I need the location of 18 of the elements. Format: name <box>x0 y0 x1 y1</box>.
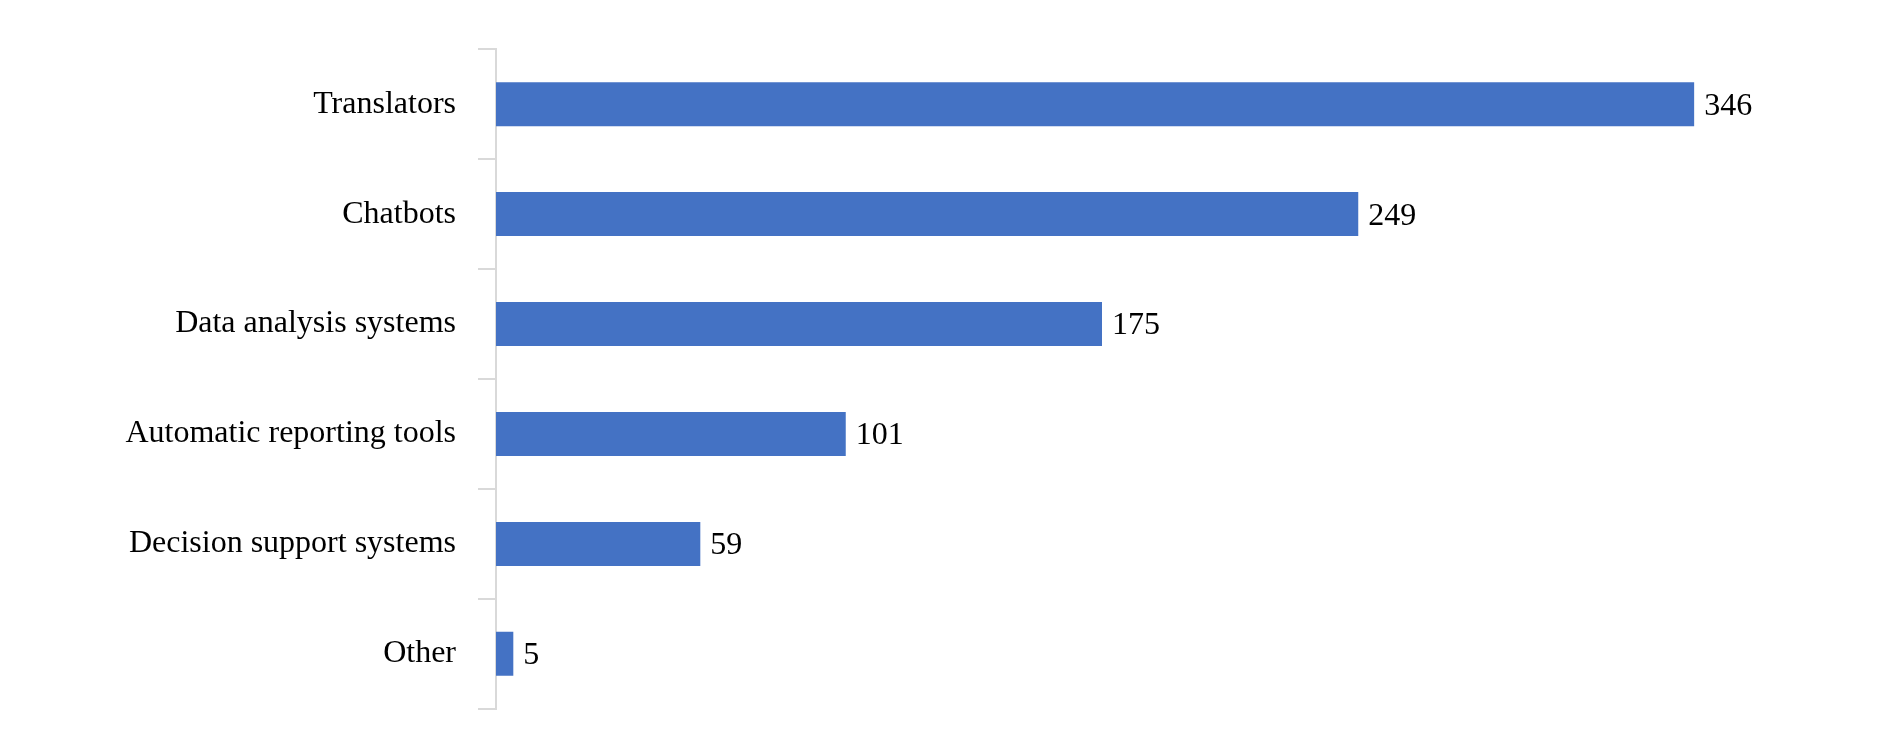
data-label: 249 <box>1368 195 1417 232</box>
y-tick-label: Other <box>383 633 457 670</box>
data-label: 175 <box>1112 305 1160 342</box>
y-tick-label: Chatbots <box>342 193 456 230</box>
data-label: 59 <box>710 525 743 562</box>
y-tick-label: Translators <box>313 83 456 120</box>
y-tick-label: Automatic reporting tools <box>125 413 456 450</box>
bar <box>496 631 514 676</box>
bar <box>496 302 1102 347</box>
bar <box>496 411 846 456</box>
data-label: 5 <box>523 635 540 672</box>
data-label: 346 <box>1704 85 1753 122</box>
data-label: 101 <box>855 415 904 452</box>
bar <box>496 521 701 566</box>
y-tick-label: Decision support systems <box>128 523 456 560</box>
bar <box>496 82 1695 127</box>
bar <box>496 192 1359 237</box>
y-tick-label: Data analysis systems <box>175 303 456 340</box>
